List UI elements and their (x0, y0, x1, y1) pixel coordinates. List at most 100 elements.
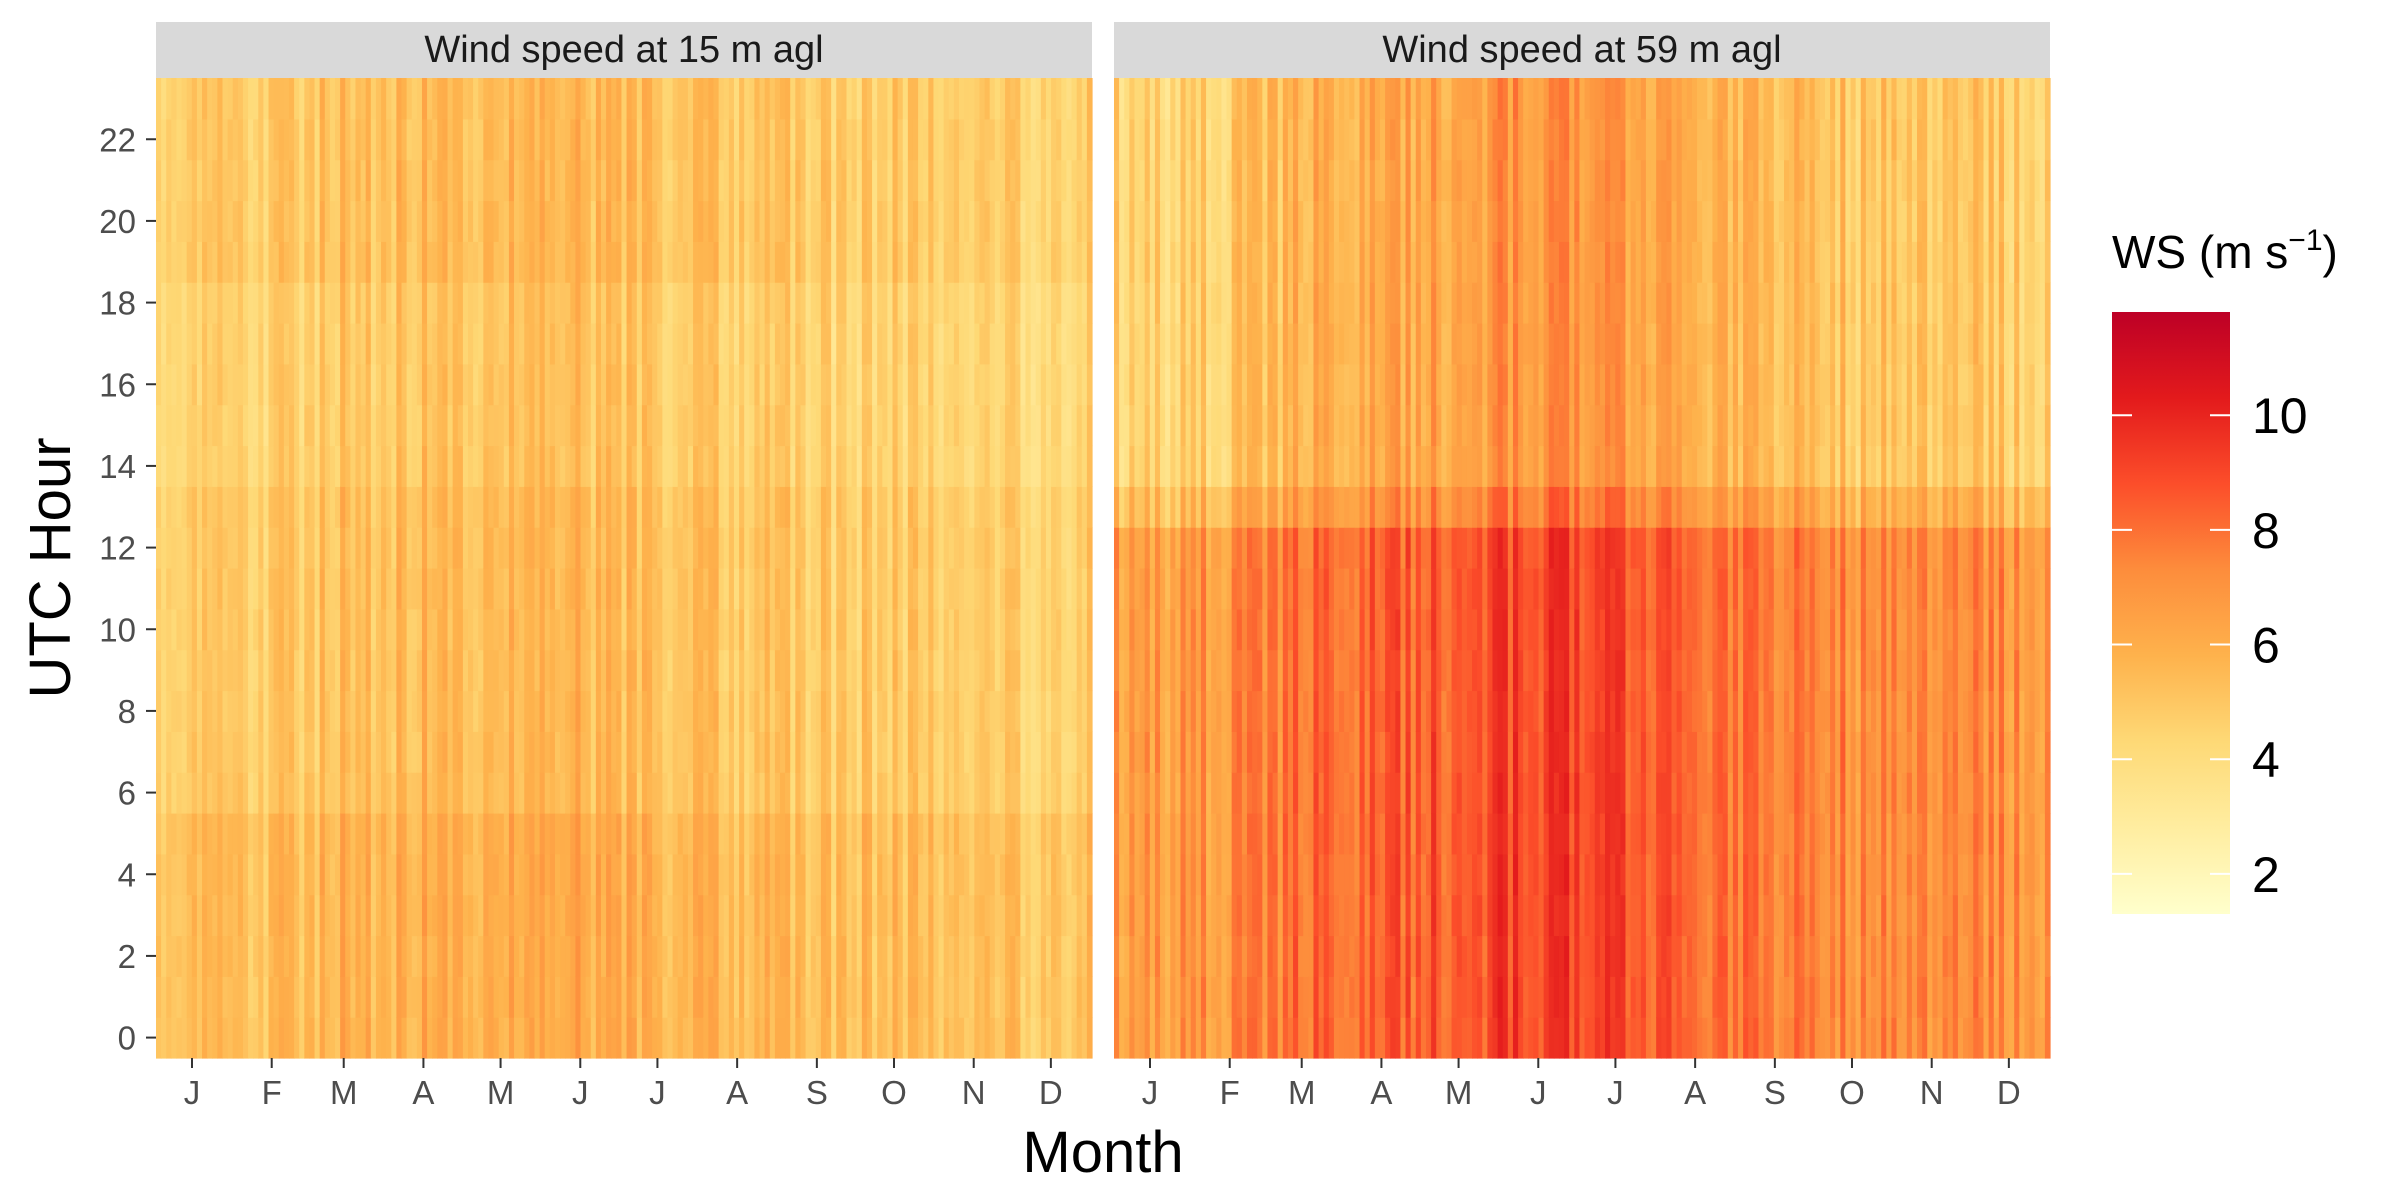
heatmap-cell (662, 1017, 669, 1059)
heatmap-cell (882, 527, 889, 569)
heatmap-cell (176, 1017, 183, 1059)
heatmap-cell (248, 323, 254, 365)
heatmap-cells-15m (156, 78, 1093, 1059)
heatmap-cell (912, 935, 919, 977)
heatmap-cell (217, 976, 224, 1018)
heatmap-cell (1195, 282, 1202, 324)
heatmap-cell (754, 894, 761, 937)
heatmap-cell (217, 772, 224, 814)
heatmap-cell (319, 1017, 326, 1059)
heatmap-cell (999, 363, 1006, 406)
heatmap-cell (774, 608, 781, 651)
heatmap-cell (386, 159, 392, 202)
heatmap-cell (1129, 486, 1136, 528)
heatmap-cell (585, 404, 592, 447)
heatmap-cell (309, 241, 316, 283)
heatmap-cell (585, 649, 592, 692)
heatmap-cell (478, 731, 484, 773)
heatmap-cell (1190, 282, 1197, 324)
heatmap-cell (381, 649, 387, 692)
heatmap-cell (969, 527, 975, 569)
heatmap-cell (508, 200, 515, 242)
heatmap-cell (406, 690, 413, 732)
heatmap-cell (805, 241, 812, 283)
heatmap-cell (912, 813, 919, 855)
heatmap-cell (877, 976, 883, 1018)
heatmap-cell (1020, 853, 1027, 896)
heatmap-cell (887, 976, 894, 1018)
heatmap-cell (416, 241, 423, 283)
heatmap-cell (171, 404, 178, 447)
heatmap-cell (590, 649, 597, 692)
heatmap-cell (570, 78, 577, 120)
heatmap-cell (703, 1017, 709, 1059)
heatmap-cell (846, 486, 853, 528)
heatmap-cell (667, 935, 674, 977)
heatmap-cell (662, 363, 669, 406)
heatmap-cell (733, 690, 740, 732)
heatmap-cell (1081, 159, 1088, 202)
heatmap-cell (534, 649, 541, 692)
heatmap-cell (1165, 894, 1171, 937)
heatmap-cell (718, 282, 725, 324)
heatmap-cell (340, 118, 346, 161)
heatmap-cell (468, 404, 474, 447)
heatmap-cell (1020, 363, 1027, 406)
heatmap-cell (498, 690, 505, 732)
heatmap-cell (892, 772, 899, 814)
heatmap-cell (468, 853, 474, 896)
heatmap-cell (258, 282, 265, 324)
heatmap-cell (452, 568, 459, 610)
heatmap-cell (1216, 200, 1223, 242)
heatmap-cell (611, 323, 617, 365)
heatmap-cell (606, 323, 612, 365)
heatmap-cell (554, 1017, 561, 1059)
heatmap-cell (345, 486, 351, 528)
heatmap-cell (1081, 78, 1088, 120)
heatmap-cell (662, 118, 669, 161)
heatmap-cell (202, 772, 208, 814)
heatmap-cell (437, 78, 444, 120)
heatmap-cell (452, 772, 459, 814)
heatmap-cell (590, 78, 597, 120)
heatmap-cell (687, 78, 694, 120)
heatmap-cell (739, 486, 745, 528)
heatmap-cell (278, 78, 285, 120)
heatmap-cell (478, 323, 484, 365)
heatmap-cell (774, 445, 781, 487)
heatmap-cell (764, 894, 771, 937)
heatmap-cell (759, 404, 766, 447)
heatmap-cell (677, 527, 684, 569)
heatmap-cell (682, 608, 689, 651)
heatmap-cell (1211, 282, 1217, 324)
heatmap-cell (560, 200, 566, 242)
heatmap-cell (989, 772, 996, 814)
heatmap-cell (514, 78, 520, 120)
heatmap-cell (713, 976, 720, 1018)
heatmap-cell (473, 486, 479, 528)
heatmap-cell (166, 323, 172, 365)
heatmap-cell (1165, 772, 1171, 814)
heatmap-cell (1236, 772, 1243, 814)
heatmap-cell (810, 649, 817, 692)
heatmap-cell (897, 1017, 904, 1059)
heatmap-cell (698, 649, 704, 692)
heatmap-cell (626, 894, 633, 937)
heatmap-cell (846, 282, 853, 324)
heatmap-cell (549, 568, 556, 610)
heatmap-cell (1231, 853, 1238, 896)
heatmap-cell (1020, 486, 1027, 528)
heatmap-cell (1236, 813, 1243, 855)
heatmap-cell (841, 976, 848, 1018)
heatmap-cell (345, 200, 351, 242)
heatmap-cell (314, 690, 321, 732)
heatmap-cell (621, 853, 628, 896)
heatmap-cell (432, 568, 438, 610)
heatmap-cell (872, 323, 878, 365)
heatmap-cell (790, 935, 796, 977)
heatmap-cell (570, 690, 577, 732)
heatmap-cell (636, 813, 643, 855)
heatmap-cell (1211, 445, 1217, 487)
heatmap-cell (1226, 363, 1233, 406)
heatmap-cell (278, 731, 285, 773)
